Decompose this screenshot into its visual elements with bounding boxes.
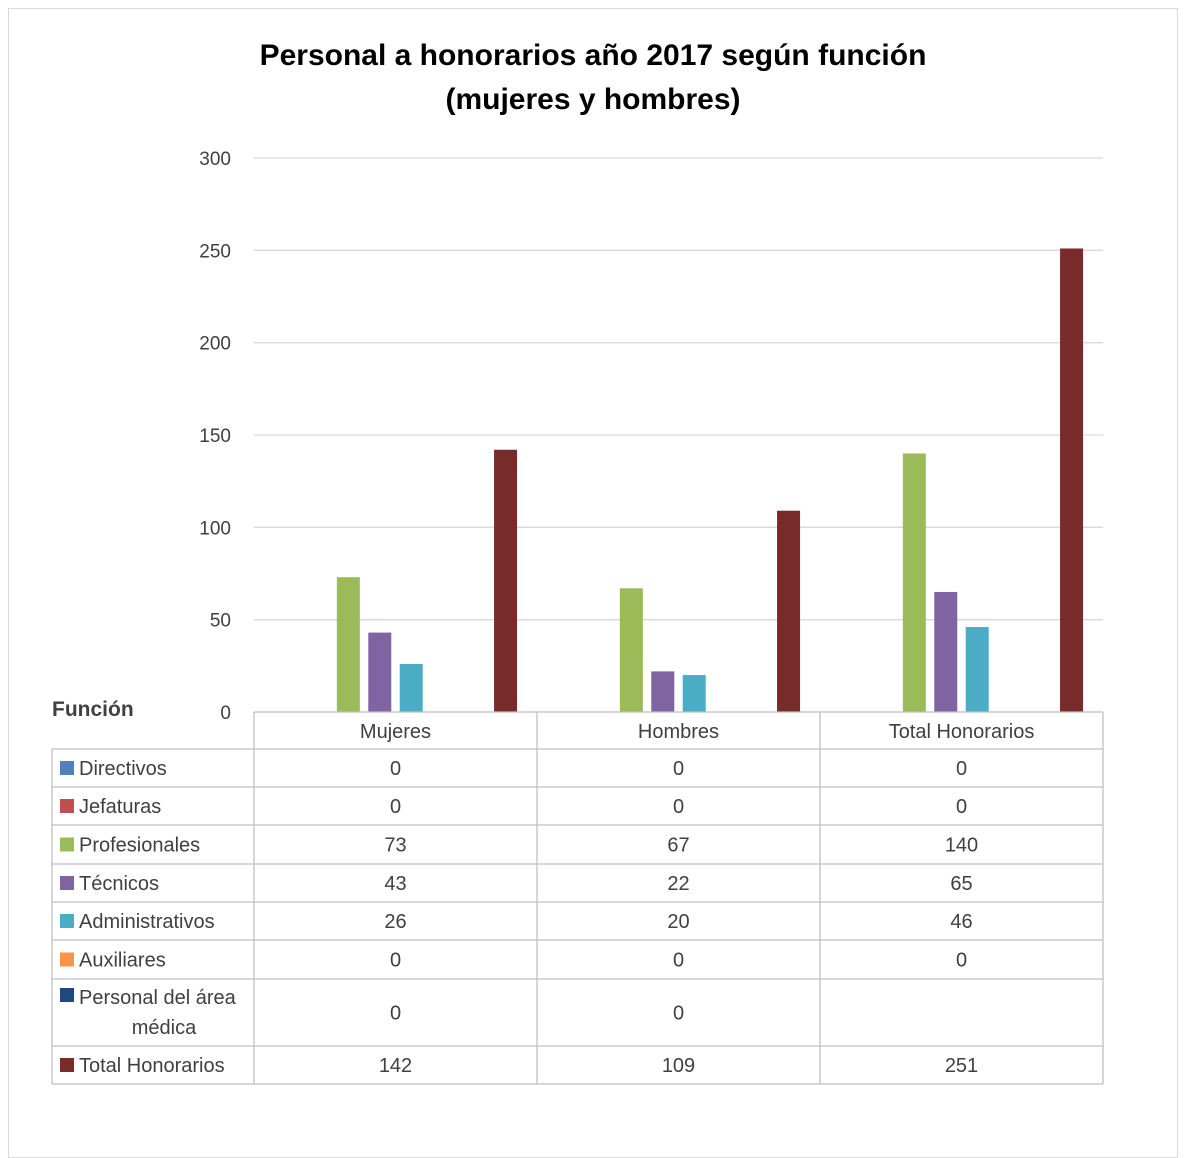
cell-8-1: 142	[379, 1055, 412, 1077]
cell-3-3: 140	[945, 835, 978, 857]
row-label-8: Total Honorarios	[79, 1055, 225, 1077]
cell-1-1: 0	[390, 758, 401, 780]
cell-2-1: 0	[390, 796, 401, 818]
row-label-6: Auxiliares	[79, 950, 166, 972]
row-label-4: Técnicos	[79, 873, 159, 895]
bar-8-2	[777, 510, 801, 712]
bar-5-1	[399, 663, 423, 712]
row-label-7-line1: Personal del área	[79, 987, 237, 1009]
cell-2-2: 0	[673, 796, 684, 818]
row-label-3: Profesionales	[79, 835, 200, 857]
bar-4-1	[368, 632, 392, 712]
row-label-5: Administrativos	[79, 911, 215, 933]
category-label-1: Mujeres	[360, 721, 431, 743]
cell-4-1: 43	[384, 873, 406, 895]
cell-5-1: 26	[384, 911, 406, 933]
bar-4-3	[934, 591, 958, 712]
cell-4-3: 65	[950, 873, 972, 895]
y-tick-label-150: 150	[199, 426, 231, 447]
legend-key-7	[60, 988, 74, 1002]
chart-title-line1: Personal a honorarios año 2017 según fun…	[259, 39, 927, 72]
cell-6-1: 0	[390, 950, 401, 972]
category-label-3: Total Honorarios	[889, 721, 1035, 743]
chart-title-line2: (mujeres y hombres)	[445, 83, 741, 116]
category-label-2: Hombres	[638, 721, 719, 743]
bar-5-2	[682, 675, 706, 712]
bar-3-1	[336, 577, 360, 712]
cell-7-1: 0	[390, 1003, 401, 1025]
y-tick-label-200: 200	[199, 334, 231, 355]
cell-4-2: 22	[667, 873, 689, 895]
row-label-2: Jefaturas	[79, 796, 161, 818]
bar-4-2	[651, 671, 675, 712]
bar-5-3	[965, 627, 989, 712]
cell-8-3: 251	[945, 1055, 978, 1077]
legend-key-5	[60, 914, 74, 928]
cell-2-3: 0	[956, 796, 967, 818]
bar-3-2	[619, 588, 643, 712]
legend-key-4	[60, 876, 74, 890]
legend-key-6	[60, 952, 74, 967]
cell-1-3: 0	[956, 758, 967, 780]
y-tick-label-50: 50	[210, 611, 231, 632]
legend-key-2	[60, 799, 74, 813]
bar-8-1	[494, 449, 518, 712]
cell-6-3: 0	[956, 950, 967, 972]
legend-key-8	[60, 1058, 74, 1072]
y-tick-label-100: 100	[199, 518, 231, 539]
legend-key-1	[60, 761, 74, 775]
cell-5-3: 46	[950, 911, 972, 933]
row-label-7-line2: médica	[132, 1017, 197, 1039]
y-tick-label-250: 250	[199, 241, 231, 262]
legend-key-3	[60, 837, 74, 852]
cell-3-2: 67	[667, 835, 689, 857]
cell-1-2: 0	[673, 758, 684, 780]
cell-5-2: 20	[667, 911, 689, 933]
cell-3-1: 73	[384, 835, 406, 857]
bar-3-3	[902, 453, 926, 712]
y-tick-label-300: 300	[199, 149, 231, 170]
cell-6-2: 0	[673, 950, 684, 972]
cell-8-2: 109	[662, 1055, 695, 1077]
cell-7-2: 0	[673, 1003, 684, 1025]
bar-8-3	[1060, 248, 1084, 712]
row-label-1: Directivos	[79, 758, 167, 780]
chart-title: Personal a honorarios año 2017 según fun…	[0, 34, 1186, 122]
table-header-funcion: Función	[52, 698, 134, 721]
y-tick-label-0: 0	[220, 703, 231, 724]
